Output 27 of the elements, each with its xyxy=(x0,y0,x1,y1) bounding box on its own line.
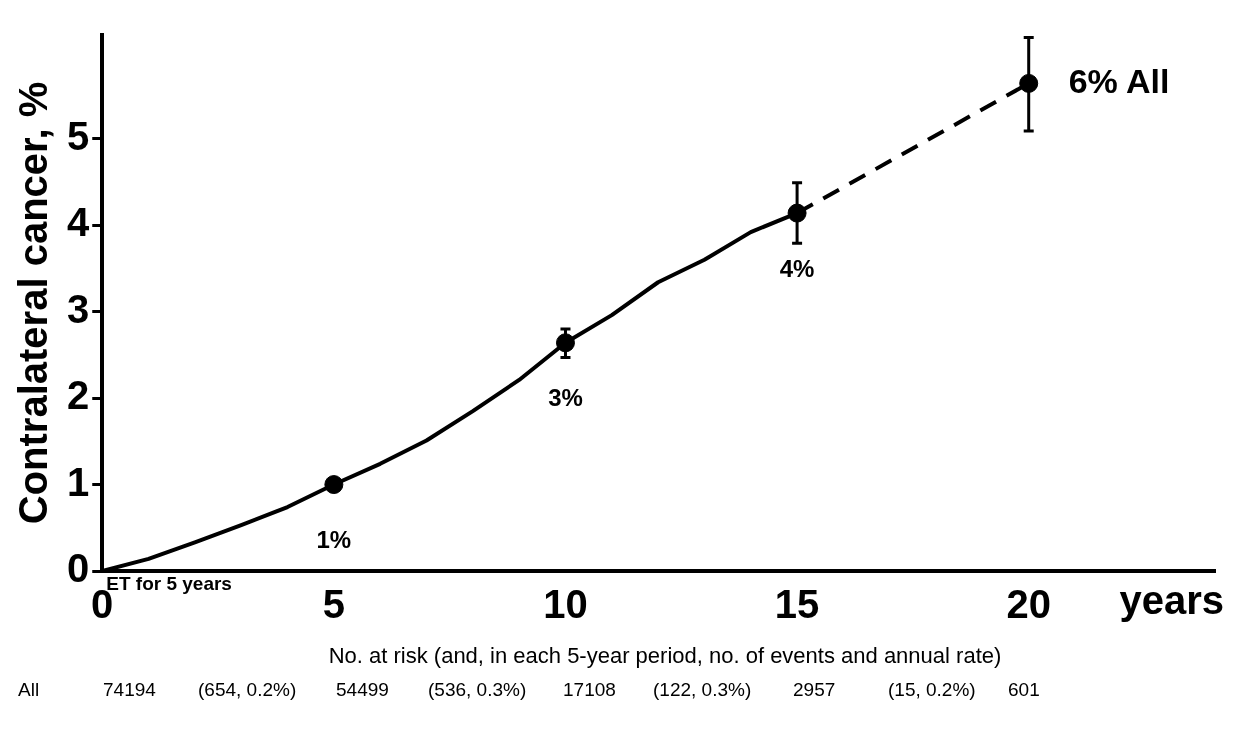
text: 54499 xyxy=(336,679,390,701)
y-tick-label: 1 xyxy=(67,459,90,504)
text: 601 xyxy=(1008,679,1041,701)
text: All xyxy=(18,679,41,701)
text: (122, 0.3%) xyxy=(653,679,753,701)
y-axis-title: Contralateral cancer, % xyxy=(11,81,56,525)
x-axis-title: years xyxy=(1119,578,1224,623)
x-tick-label: 20 xyxy=(1006,582,1051,627)
x-tick-label: 5 xyxy=(322,582,345,627)
data-label: 3% xyxy=(548,384,583,412)
text: 2957 xyxy=(793,679,837,701)
data-label: 4% xyxy=(779,254,815,282)
data-label: 1% xyxy=(316,526,352,554)
text: 17108 xyxy=(563,679,617,701)
y-tick-label: 5 xyxy=(67,113,90,158)
text: (654, 0.2%) xyxy=(198,679,298,701)
text: (15, 0.2%) xyxy=(888,679,977,701)
y-tick-label: 2 xyxy=(67,373,90,418)
text: 6% All xyxy=(1068,61,1170,100)
x-tick-label: 15 xyxy=(774,582,820,627)
text: (536, 0.3%) xyxy=(428,679,528,701)
y-tick-label: 3 xyxy=(67,286,90,331)
text: 74194 xyxy=(103,679,157,701)
y-tick-label: 4 xyxy=(67,200,90,245)
text: No. at risk (and, in each 5-year period, no. of events and annual rate) xyxy=(327,643,1003,669)
x-tick-label: 10 xyxy=(543,582,588,627)
y-tick-label: 0 xyxy=(67,546,90,591)
